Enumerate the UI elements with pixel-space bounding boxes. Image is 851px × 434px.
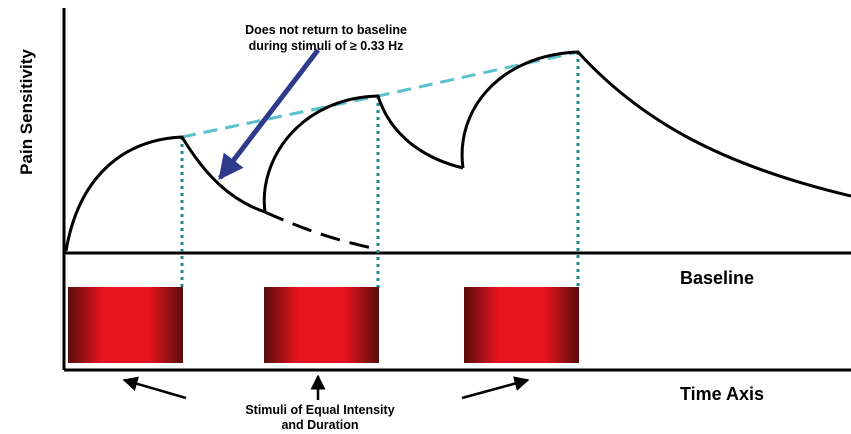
pain-curve-hypothetical-decay xyxy=(264,210,373,250)
annotation-text-line1: Does not return to baseline xyxy=(245,23,407,37)
pain-curve-segment-2 xyxy=(262,94,464,213)
stimuli-arrow-right xyxy=(461,376,530,400)
pain-curve-segment-3 xyxy=(460,50,851,198)
stimulus-1 xyxy=(68,287,183,363)
annotation-text-line2: during stimuli of ≥ 0.33 Hz xyxy=(249,39,404,53)
pain-curve-segment-1 xyxy=(64,135,266,252)
stimuli-label-line1: Stimuli of Equal Intensity xyxy=(245,403,394,417)
baseline-label: Baseline xyxy=(680,268,754,288)
stimuli-arrow-left xyxy=(122,376,187,400)
stimulus-2 xyxy=(264,287,379,363)
time-axis-label: Time Axis xyxy=(680,384,764,404)
annotation-arrow xyxy=(218,48,320,180)
y-axis-label: Pain Sensitivity xyxy=(17,49,36,175)
stimuli-label-line2: and Duration xyxy=(281,418,358,432)
stimulus-3 xyxy=(464,287,579,363)
peak-trend-dashed-line xyxy=(181,50,579,139)
